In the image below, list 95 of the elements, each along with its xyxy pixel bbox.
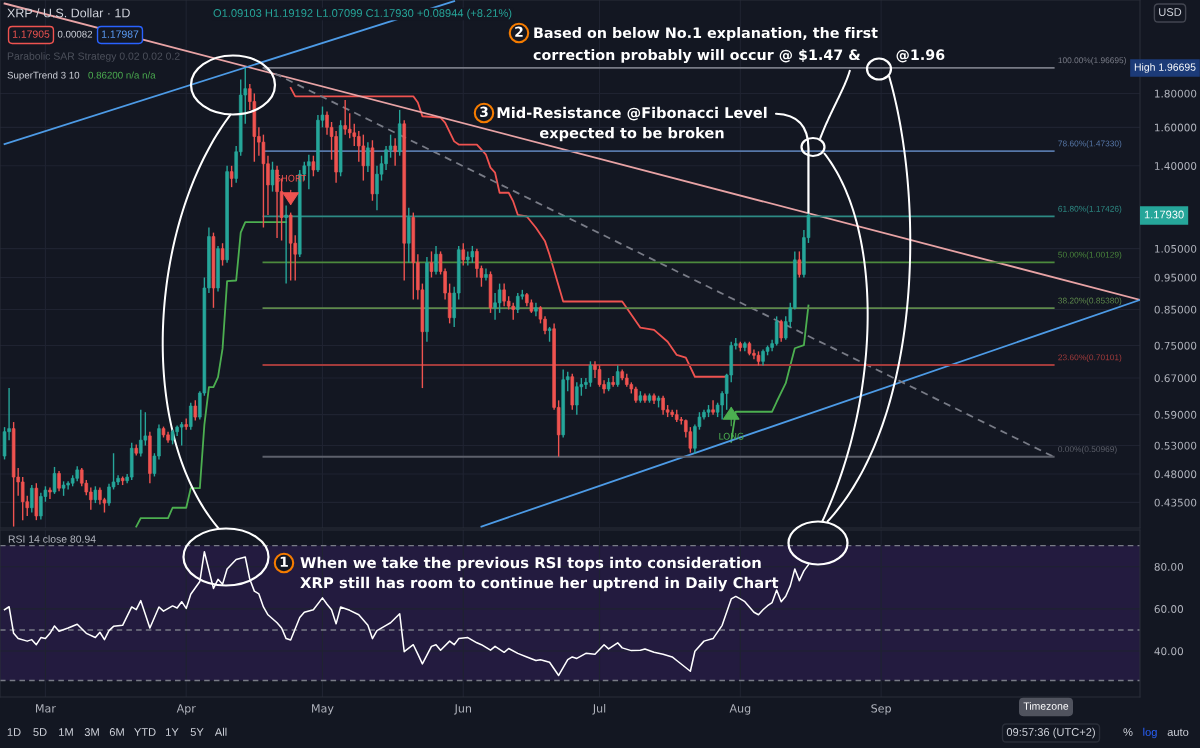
y-tick-label: 0.67000 [1154,374,1197,383]
annotation: 1.17987 [101,30,139,38]
x-tick-label: Jul [592,703,606,715]
annotation: High 1.96695 [1134,63,1196,73]
series-label: 50.00%(1.00129) [1058,251,1122,260]
y-tick-label: 0.75000 [1154,341,1197,350]
text: All [214,727,227,736]
x-tick-label: May [312,704,334,715]
text: 1.17930 [1144,210,1184,219]
text: 1Y [166,728,179,736]
annotation: 3 [480,106,488,118]
annotation: Based on below No.1 explanation, the first correction probably will occur @ $1.47 & @1.96 [533,27,945,63]
text: log [1143,727,1157,739]
candlestick [393,137,397,167]
chart-title: RSI 14 close 80.94 [8,535,96,543]
candlestick [484,267,488,282]
annotation: SuperTrend 3 10 [7,71,80,81]
x-tick-label: Mar [36,704,56,713]
annotation: 0.00082 [57,30,93,38]
candlestick [461,242,466,267]
series-label: 0.00%(0.50969) [1058,445,1117,454]
text: % [1123,728,1133,736]
annotation: Mid-Resistance @Fibonacci Level expected to be broken [497,106,767,142]
series-label: 100.00%(1.96695) [1058,57,1126,65]
annotation: O1.09103 H1.19192 L1.07099 C1.17930 +0.08944 (+8.21%) [213,8,512,20]
x-tick-label: Apr [176,704,196,715]
annotation: When we take the previous RSI tops into consideration XRP still has room to continue her uptrend in Daily Chart [300,556,779,592]
candlestick [220,242,225,267]
text: 3M [84,728,99,736]
candlestick [615,364,620,388]
candlestick [516,292,520,314]
annotation: 1.17905 [12,30,50,38]
text: USD [1159,8,1182,16]
candlestick [779,319,783,343]
y-tick-label: 0.59000 [1154,410,1197,419]
candlestick [39,491,43,521]
y-tick-label: 1.05000 [1155,244,1197,253]
text: XRP / U.S. Dollar · 1D [7,8,130,18]
text: auto [1167,728,1189,736]
series-label: 38.20%(0.85380) [1058,297,1122,306]
candlestick [270,161,275,193]
text: YTD [134,728,156,736]
candlestick [30,484,34,514]
candlestick [361,133,366,182]
candlestick [475,247,479,279]
candlestick [774,315,779,347]
candlestick [575,381,579,416]
text: 1M [59,728,73,736]
candlestick [366,141,370,173]
text: 6M [109,728,124,736]
y-tick-label: 1.60000 [1155,123,1197,132]
series-label: 78.60%(1.47330) [1058,140,1122,149]
candlestick [429,250,434,279]
annotation: 1 [280,556,288,567]
candlestick [20,476,25,521]
candlestick [139,409,143,458]
text: 1D [7,728,21,736]
annotation: 0.86200 n/a n/a [88,71,156,79]
y-tick-label: 0.85000 [1154,305,1197,314]
candlestick [311,155,316,177]
y-tick-label: 1.40000 [1155,162,1197,170]
y-tick-label: 1.80000 [1155,89,1197,98]
candlestick [497,282,502,314]
y-tick-label: 0.95000 [1154,273,1197,282]
candlestick [611,375,615,388]
y-tick-label: 60.00 [1154,605,1184,613]
x-tick-label: Aug [729,704,751,715]
text: 09:57:36 (UTC+2) [1006,727,1095,739]
y-tick-label: 80.00 [1154,562,1184,571]
candlestick [57,470,61,493]
series-label: 23.60%(0.70101) [1058,354,1122,362]
candlestick [466,250,470,267]
candlestick [434,245,438,276]
y-tick-label: 0.53000 [1154,441,1197,450]
y-tick-label: 0.43500 [1154,498,1197,507]
candlestick [347,112,352,140]
candlestick [797,250,802,279]
text: 5D [33,728,47,736]
candlestick [711,399,715,416]
candlestick [352,123,357,147]
candlestick [588,360,593,388]
candlestick [189,401,193,431]
candlestick [179,421,184,447]
y-tick-label: 0.48000 [1154,470,1197,479]
series-label: 61.80%(1.17426) [1058,205,1122,214]
x-tick-label: Jun [454,704,471,715]
text: 5Y [190,728,204,736]
text: Timezone [1023,702,1069,710]
y-tick-label: 40.00 [1154,647,1184,656]
x-tick-label: Sep [871,704,891,715]
candlestick [193,399,198,422]
candlestick [229,165,234,188]
candlestick [284,204,288,285]
annotation: 2 [515,26,523,37]
candlestick [52,466,57,495]
